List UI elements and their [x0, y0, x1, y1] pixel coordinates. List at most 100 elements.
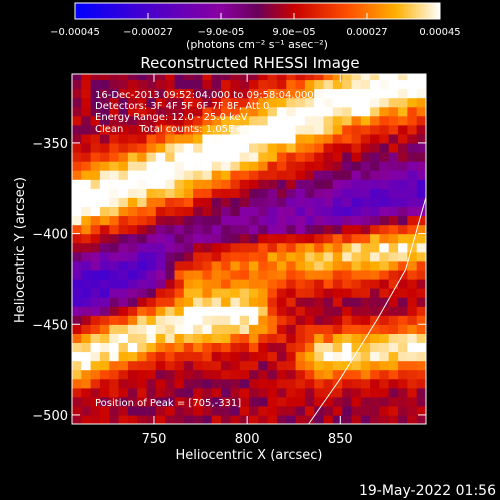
heat-cell [81, 197, 92, 207]
heat-cell [118, 179, 129, 189]
heat-cell [342, 79, 353, 90]
heat-cell [314, 106, 325, 117]
heat-cell [286, 133, 297, 144]
heat-cell [221, 342, 231, 353]
heat-cell [314, 142, 325, 153]
heat-cell [239, 97, 250, 108]
heat-cell [286, 97, 297, 108]
heat-cell [174, 315, 185, 325]
heat-cell [99, 106, 110, 117]
heat-cell [249, 360, 259, 371]
heat-cell [360, 306, 371, 316]
heat-cell [165, 360, 176, 371]
heat-cell [193, 179, 203, 189]
heat-cell [90, 297, 101, 307]
heat-cell [258, 297, 269, 307]
heat-cell [109, 378, 120, 389]
heat-cell [379, 360, 390, 371]
heat-cell [99, 351, 110, 362]
heat-cell [379, 333, 390, 343]
heat-cell [211, 369, 222, 380]
heat-cell [230, 142, 241, 153]
heat-cell [90, 351, 101, 362]
heat-cell [155, 297, 166, 307]
heat-cell [239, 260, 250, 271]
heat-cell [286, 215, 297, 226]
heat-cell [379, 269, 390, 280]
heat-cell [202, 161, 213, 171]
heat-cell [155, 333, 166, 343]
heat-cell [202, 88, 213, 99]
heat-cell [221, 306, 231, 316]
heat-cell [398, 297, 408, 307]
heat-cell [249, 179, 259, 189]
heat-cell [314, 152, 325, 162]
heat-cell [81, 342, 92, 353]
heat-cell [249, 79, 259, 90]
heat-cell [351, 242, 362, 253]
heat-cell [193, 97, 203, 108]
heat-cell [407, 74, 418, 81]
heat-cell [304, 405, 315, 416]
heat-cell [351, 360, 362, 371]
heat-cell [407, 333, 418, 343]
heat-cell [398, 251, 408, 262]
heat-cell [407, 278, 418, 289]
heat-cell [127, 197, 138, 207]
heat-cell [351, 378, 362, 389]
heat-cell [351, 306, 362, 316]
heat-cell [351, 206, 362, 217]
heat-cell [398, 152, 408, 162]
heat-cell [137, 351, 148, 362]
heat-cell [127, 233, 138, 244]
heat-cell [388, 269, 399, 280]
heat-cell [118, 405, 129, 416]
heat-cell [146, 260, 157, 271]
heat-cell [370, 405, 380, 416]
heat-cell [193, 88, 203, 99]
heat-cell [407, 360, 418, 371]
heat-cell [90, 74, 101, 81]
heat-cell [221, 88, 231, 99]
heat-cell [90, 242, 101, 253]
heat-cell [295, 179, 306, 189]
heat-cell [286, 306, 297, 316]
heat-cell [81, 188, 92, 198]
heat-cell [174, 206, 185, 217]
heat-cell [295, 315, 306, 325]
heat-cell [193, 79, 203, 90]
heat-cell [239, 333, 250, 343]
heat-cell [258, 161, 269, 171]
heat-cell [146, 97, 157, 108]
heat-cell [314, 133, 325, 144]
heat-cell [165, 260, 176, 271]
heat-cell [155, 251, 166, 262]
heat-cell [165, 315, 176, 325]
heat-cell [267, 74, 278, 81]
heat-cell [332, 278, 343, 289]
heat-cell [193, 188, 203, 198]
heat-cell [127, 88, 138, 99]
heat-cell [388, 396, 399, 407]
heat-cell [304, 206, 315, 217]
heat-cell [221, 106, 231, 117]
heat-cell [351, 269, 362, 280]
heat-cell [258, 405, 269, 416]
heat-cell [183, 315, 194, 325]
heat-cell [146, 88, 157, 99]
heat-cell [81, 97, 92, 108]
heat-cell [332, 188, 343, 198]
heat-cell [332, 97, 343, 108]
heat-cell [81, 224, 92, 235]
colorbar [74, 2, 441, 20]
heat-cell [276, 278, 287, 289]
heat-cell [174, 115, 185, 126]
heat-cell [137, 414, 148, 424]
heat-cell [202, 188, 213, 198]
heat-cell [416, 133, 426, 144]
heat-cell [211, 152, 222, 162]
heat-cell [407, 161, 418, 171]
heat-cell [81, 115, 92, 126]
heat-cell [342, 242, 353, 253]
heat-cell [230, 405, 241, 416]
